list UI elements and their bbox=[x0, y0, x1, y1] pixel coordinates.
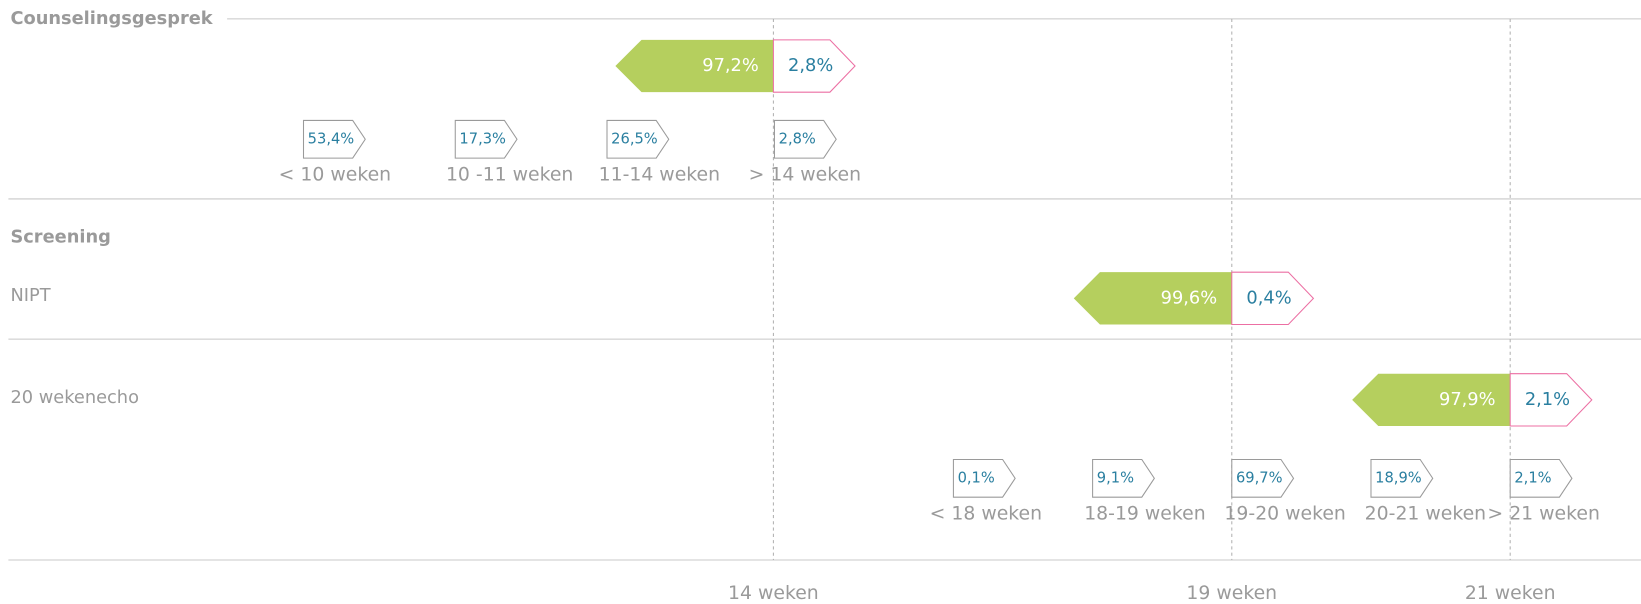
tag bbox=[302, 119, 366, 159]
out-arrow bbox=[1509, 373, 1593, 427]
section-title: Screening bbox=[10, 227, 110, 248]
tag-label: > 14 weken bbox=[749, 164, 861, 185]
out-arrow bbox=[1231, 271, 1315, 326]
out-value: 2,8% bbox=[788, 55, 833, 76]
tag bbox=[1092, 458, 1155, 498]
tag-label: 20-21 weken bbox=[1365, 503, 1486, 524]
tag-value: 53,4% bbox=[308, 130, 355, 147]
in-value: 97,2% bbox=[702, 55, 758, 76]
tag-label: > 21 weken bbox=[1487, 503, 1599, 524]
tag-value: 2,8% bbox=[779, 130, 816, 147]
out-arrow bbox=[772, 39, 856, 93]
tag-label: < 18 weken bbox=[930, 503, 1042, 524]
section-title: Counselingsgesprek bbox=[10, 8, 213, 29]
tag-value: 18,9% bbox=[1375, 469, 1422, 486]
out-value: 2,1% bbox=[1525, 389, 1570, 410]
tag bbox=[606, 119, 670, 159]
in-value: 97,9% bbox=[1439, 389, 1496, 410]
tag bbox=[952, 458, 1016, 498]
out-value: 0,4% bbox=[1246, 287, 1291, 308]
tag-value: 69,7% bbox=[1236, 469, 1283, 486]
tag-value: 26,5% bbox=[611, 130, 658, 147]
tag-label: < 10 weken bbox=[279, 164, 391, 185]
tag bbox=[454, 119, 518, 159]
tag-value: 9,1% bbox=[1097, 469, 1134, 486]
row-label: 20 wekenecho bbox=[10, 387, 138, 408]
axis-label: 21 weken bbox=[1465, 583, 1556, 604]
axis-label: 19 weken bbox=[1186, 583, 1277, 604]
tag bbox=[1231, 458, 1295, 498]
row-label: NIPT bbox=[10, 285, 50, 306]
tag bbox=[773, 119, 837, 159]
tag-value: 0,1% bbox=[958, 469, 995, 486]
tag-label: 19-20 weken bbox=[1224, 503, 1345, 524]
tag-value: 17,3% bbox=[459, 130, 506, 147]
tag bbox=[1509, 458, 1573, 498]
in-value: 99,6% bbox=[1161, 287, 1218, 308]
tag-value: 2,1% bbox=[1514, 469, 1551, 486]
in-arrow bbox=[1073, 272, 1232, 325]
tag-label: 18-19 weken bbox=[1084, 503, 1205, 524]
tag bbox=[1370, 458, 1434, 498]
in-arrow bbox=[1352, 373, 1511, 427]
in-arrow bbox=[615, 39, 774, 93]
tag-label: 10 -11 weken bbox=[446, 164, 573, 185]
tag-label: 11-14 weken bbox=[599, 164, 720, 185]
axis-label: 14 weken bbox=[728, 583, 819, 604]
